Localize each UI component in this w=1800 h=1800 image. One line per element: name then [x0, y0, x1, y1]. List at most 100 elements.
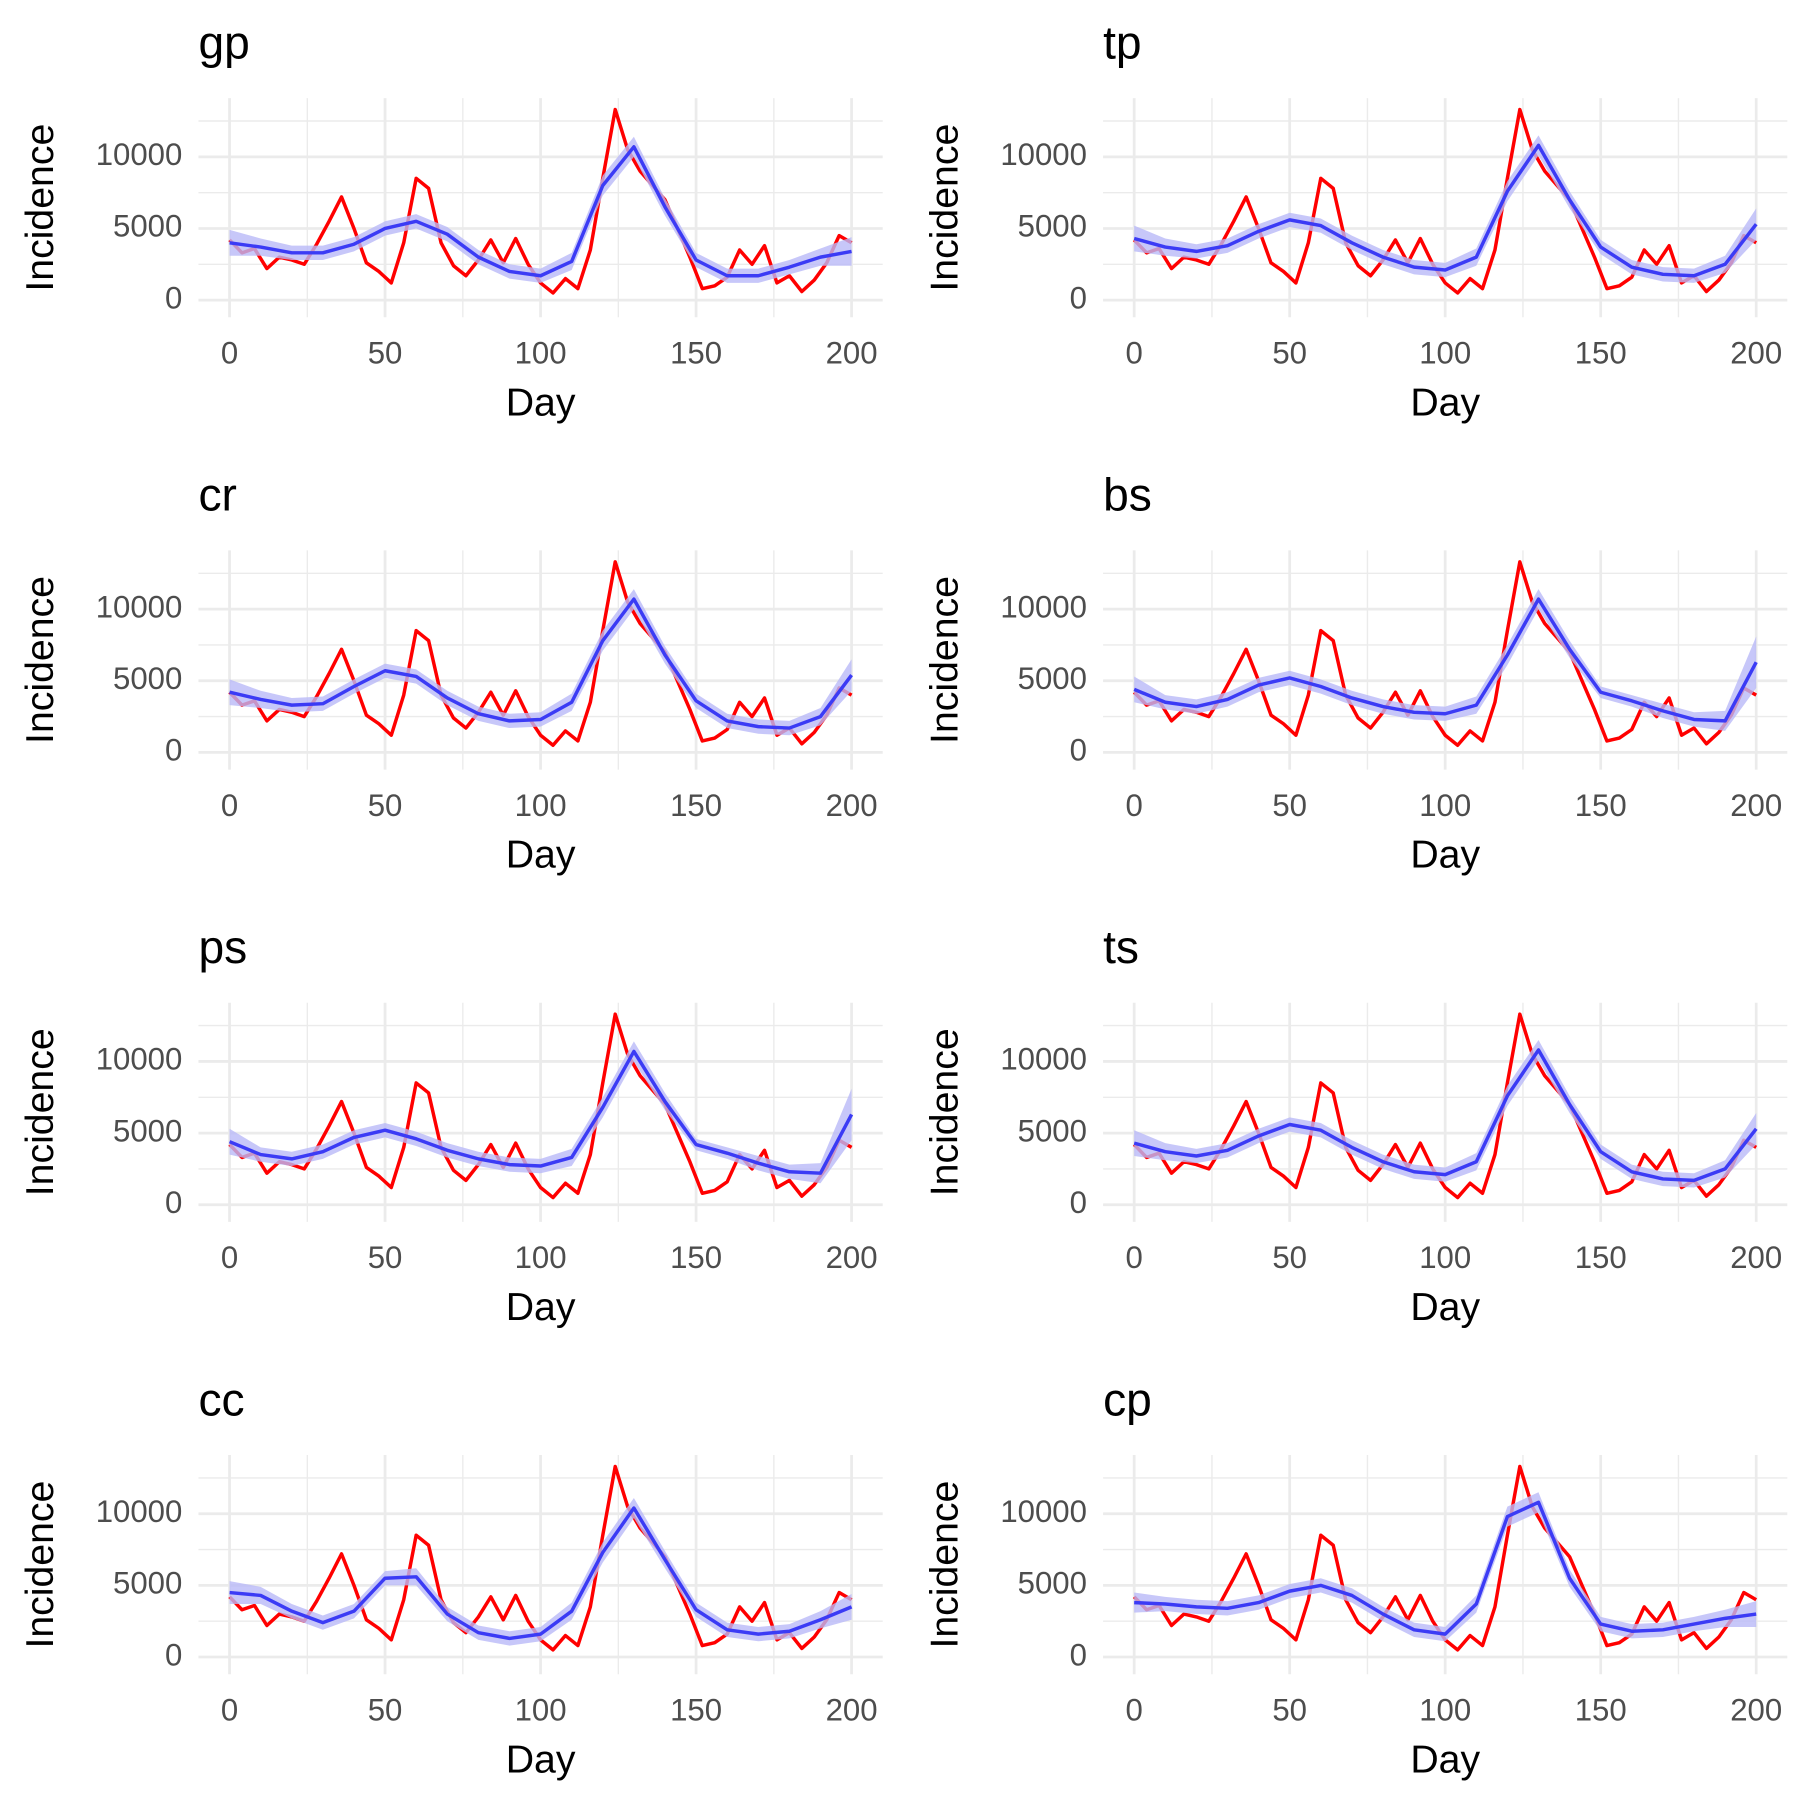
x-tick-label: 150 [670, 788, 722, 823]
x-tick-label: 0 [1126, 336, 1143, 371]
y-tick-label: 5000 [113, 1566, 182, 1601]
y-tick-label: 5000 [1018, 209, 1087, 244]
y-tick-label: 10000 [96, 1494, 183, 1529]
x-tick-label: 150 [1575, 788, 1627, 823]
y-tick-label: 0 [165, 280, 182, 315]
x-tick-label: 150 [1575, 336, 1627, 371]
panel-title: ps [198, 921, 247, 973]
y-tick-label: 0 [165, 733, 182, 768]
x-tick-label: 200 [826, 1693, 878, 1728]
x-tick-label: 200 [826, 1240, 878, 1275]
x-tick-label: 100 [1419, 1240, 1471, 1275]
confidence-ribbon [1134, 1492, 1757, 1642]
panel-title: cc [198, 1373, 244, 1425]
smooth-line [229, 597, 853, 730]
y-tick-label: 0 [165, 1185, 182, 1220]
y-tick-label: 0 [1070, 733, 1087, 768]
x-tick-label: 200 [1730, 1693, 1782, 1728]
x-tick-label: 0 [1126, 788, 1143, 823]
x-tick-label: 150 [1575, 1693, 1627, 1728]
x-tick-label: 50 [1272, 1240, 1307, 1275]
smooth-line [1133, 597, 1758, 723]
x-tick-label: 150 [670, 336, 722, 371]
x-tick-label: 100 [515, 336, 567, 371]
x-tick-label: 100 [515, 788, 567, 823]
x-tick-label: 100 [515, 1240, 567, 1275]
x-axis-title: Day [1410, 833, 1480, 877]
x-tick-label: 100 [1419, 788, 1471, 823]
x-tick-label: 50 [1272, 788, 1307, 823]
y-tick-label: 10000 [96, 1042, 183, 1077]
x-axis-title: Day [506, 380, 576, 424]
smooth-line [1134, 1500, 1757, 1636]
data-line [1132, 1012, 1758, 1200]
y-axis-title: Incidence [18, 124, 62, 292]
x-axis-title: Day [506, 833, 576, 877]
smooth-line [229, 145, 852, 278]
x-tick-label: 100 [1419, 336, 1471, 371]
y-tick-label: 10000 [96, 589, 183, 624]
x-tick-label: 150 [670, 1240, 722, 1275]
y-tick-label: 0 [1070, 1185, 1087, 1220]
x-tick-label: 200 [826, 336, 878, 371]
confidence-ribbon [229, 1041, 852, 1184]
x-tick-label: 150 [1575, 1240, 1627, 1275]
y-axis-title: Incidence [923, 1028, 967, 1196]
y-tick-label: 5000 [113, 1113, 182, 1148]
y-tick-label: 0 [165, 1637, 182, 1672]
y-axis-title: Incidence [923, 124, 967, 292]
x-tick-label: 0 [1126, 1240, 1143, 1275]
panel-title: gp [198, 16, 249, 68]
x-tick-label: 50 [368, 1240, 403, 1275]
y-tick-label: 5000 [1018, 661, 1087, 696]
smooth-line [229, 1506, 853, 1641]
panel-title: cr [198, 469, 236, 521]
x-tick-label: 50 [1272, 1693, 1307, 1728]
y-tick-label: 10000 [1000, 1042, 1087, 1077]
x-tick-label: 50 [368, 336, 403, 371]
x-axis-title: Day [1410, 380, 1480, 424]
y-tick-label: 0 [1070, 1637, 1087, 1672]
y-axis-title: Incidence [923, 1481, 967, 1649]
x-axis-title: Day [506, 1737, 576, 1781]
data-line [1132, 107, 1758, 295]
x-tick-label: 100 [515, 1693, 567, 1728]
y-axis-title: Incidence [18, 1481, 62, 1649]
x-tick-label: 200 [1730, 336, 1782, 371]
y-tick-label: 5000 [1018, 1566, 1087, 1601]
y-tick-label: 10000 [96, 137, 183, 172]
x-tick-label: 50 [368, 1693, 403, 1728]
x-tick-label: 200 [1730, 1240, 1782, 1275]
y-tick-label: 10000 [1000, 589, 1087, 624]
y-tick-label: 5000 [113, 209, 182, 244]
x-tick-label: 100 [1419, 1693, 1471, 1728]
x-tick-label: 0 [221, 336, 238, 371]
x-tick-label: 0 [221, 1240, 238, 1275]
x-tick-label: 200 [1730, 788, 1782, 823]
x-tick-label: 50 [1272, 336, 1307, 371]
x-tick-label: 150 [670, 1693, 722, 1728]
x-tick-label: 0 [1126, 1693, 1143, 1728]
smooth-line [1133, 1048, 1758, 1183]
x-axis-title: Day [1410, 1737, 1480, 1781]
y-axis-title: Incidence [923, 576, 967, 744]
data-line [228, 560, 853, 747]
x-tick-label: 0 [221, 788, 238, 823]
x-tick-label: 200 [826, 788, 878, 823]
x-axis-title: Day [1410, 1285, 1480, 1329]
smooth-line [1133, 143, 1758, 278]
x-tick-label: 0 [221, 1693, 238, 1728]
confidence-ribbon [1134, 589, 1757, 731]
y-axis-title: Incidence [18, 1028, 62, 1196]
y-tick-label: 0 [1070, 280, 1087, 315]
smooth-line [228, 1049, 854, 1175]
y-tick-label: 10000 [1000, 137, 1087, 172]
y-axis-title: Incidence [18, 576, 62, 744]
panel-title: tp [1103, 16, 1141, 68]
panel-title: cp [1103, 1373, 1152, 1425]
y-tick-label: 5000 [113, 661, 182, 696]
y-tick-label: 10000 [1000, 1494, 1087, 1529]
panel-title: bs [1103, 469, 1152, 521]
